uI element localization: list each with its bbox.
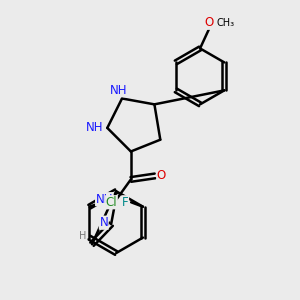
- Text: CH₃: CH₃: [216, 18, 234, 28]
- Text: H: H: [80, 231, 87, 241]
- Text: Cl: Cl: [106, 196, 117, 209]
- Text: N: N: [99, 216, 108, 229]
- Text: NH: NH: [110, 84, 127, 97]
- Text: O: O: [157, 169, 166, 182]
- Text: NH: NH: [96, 193, 113, 206]
- Text: NH: NH: [86, 121, 104, 134]
- Text: F: F: [122, 196, 129, 209]
- Text: O: O: [204, 16, 214, 29]
